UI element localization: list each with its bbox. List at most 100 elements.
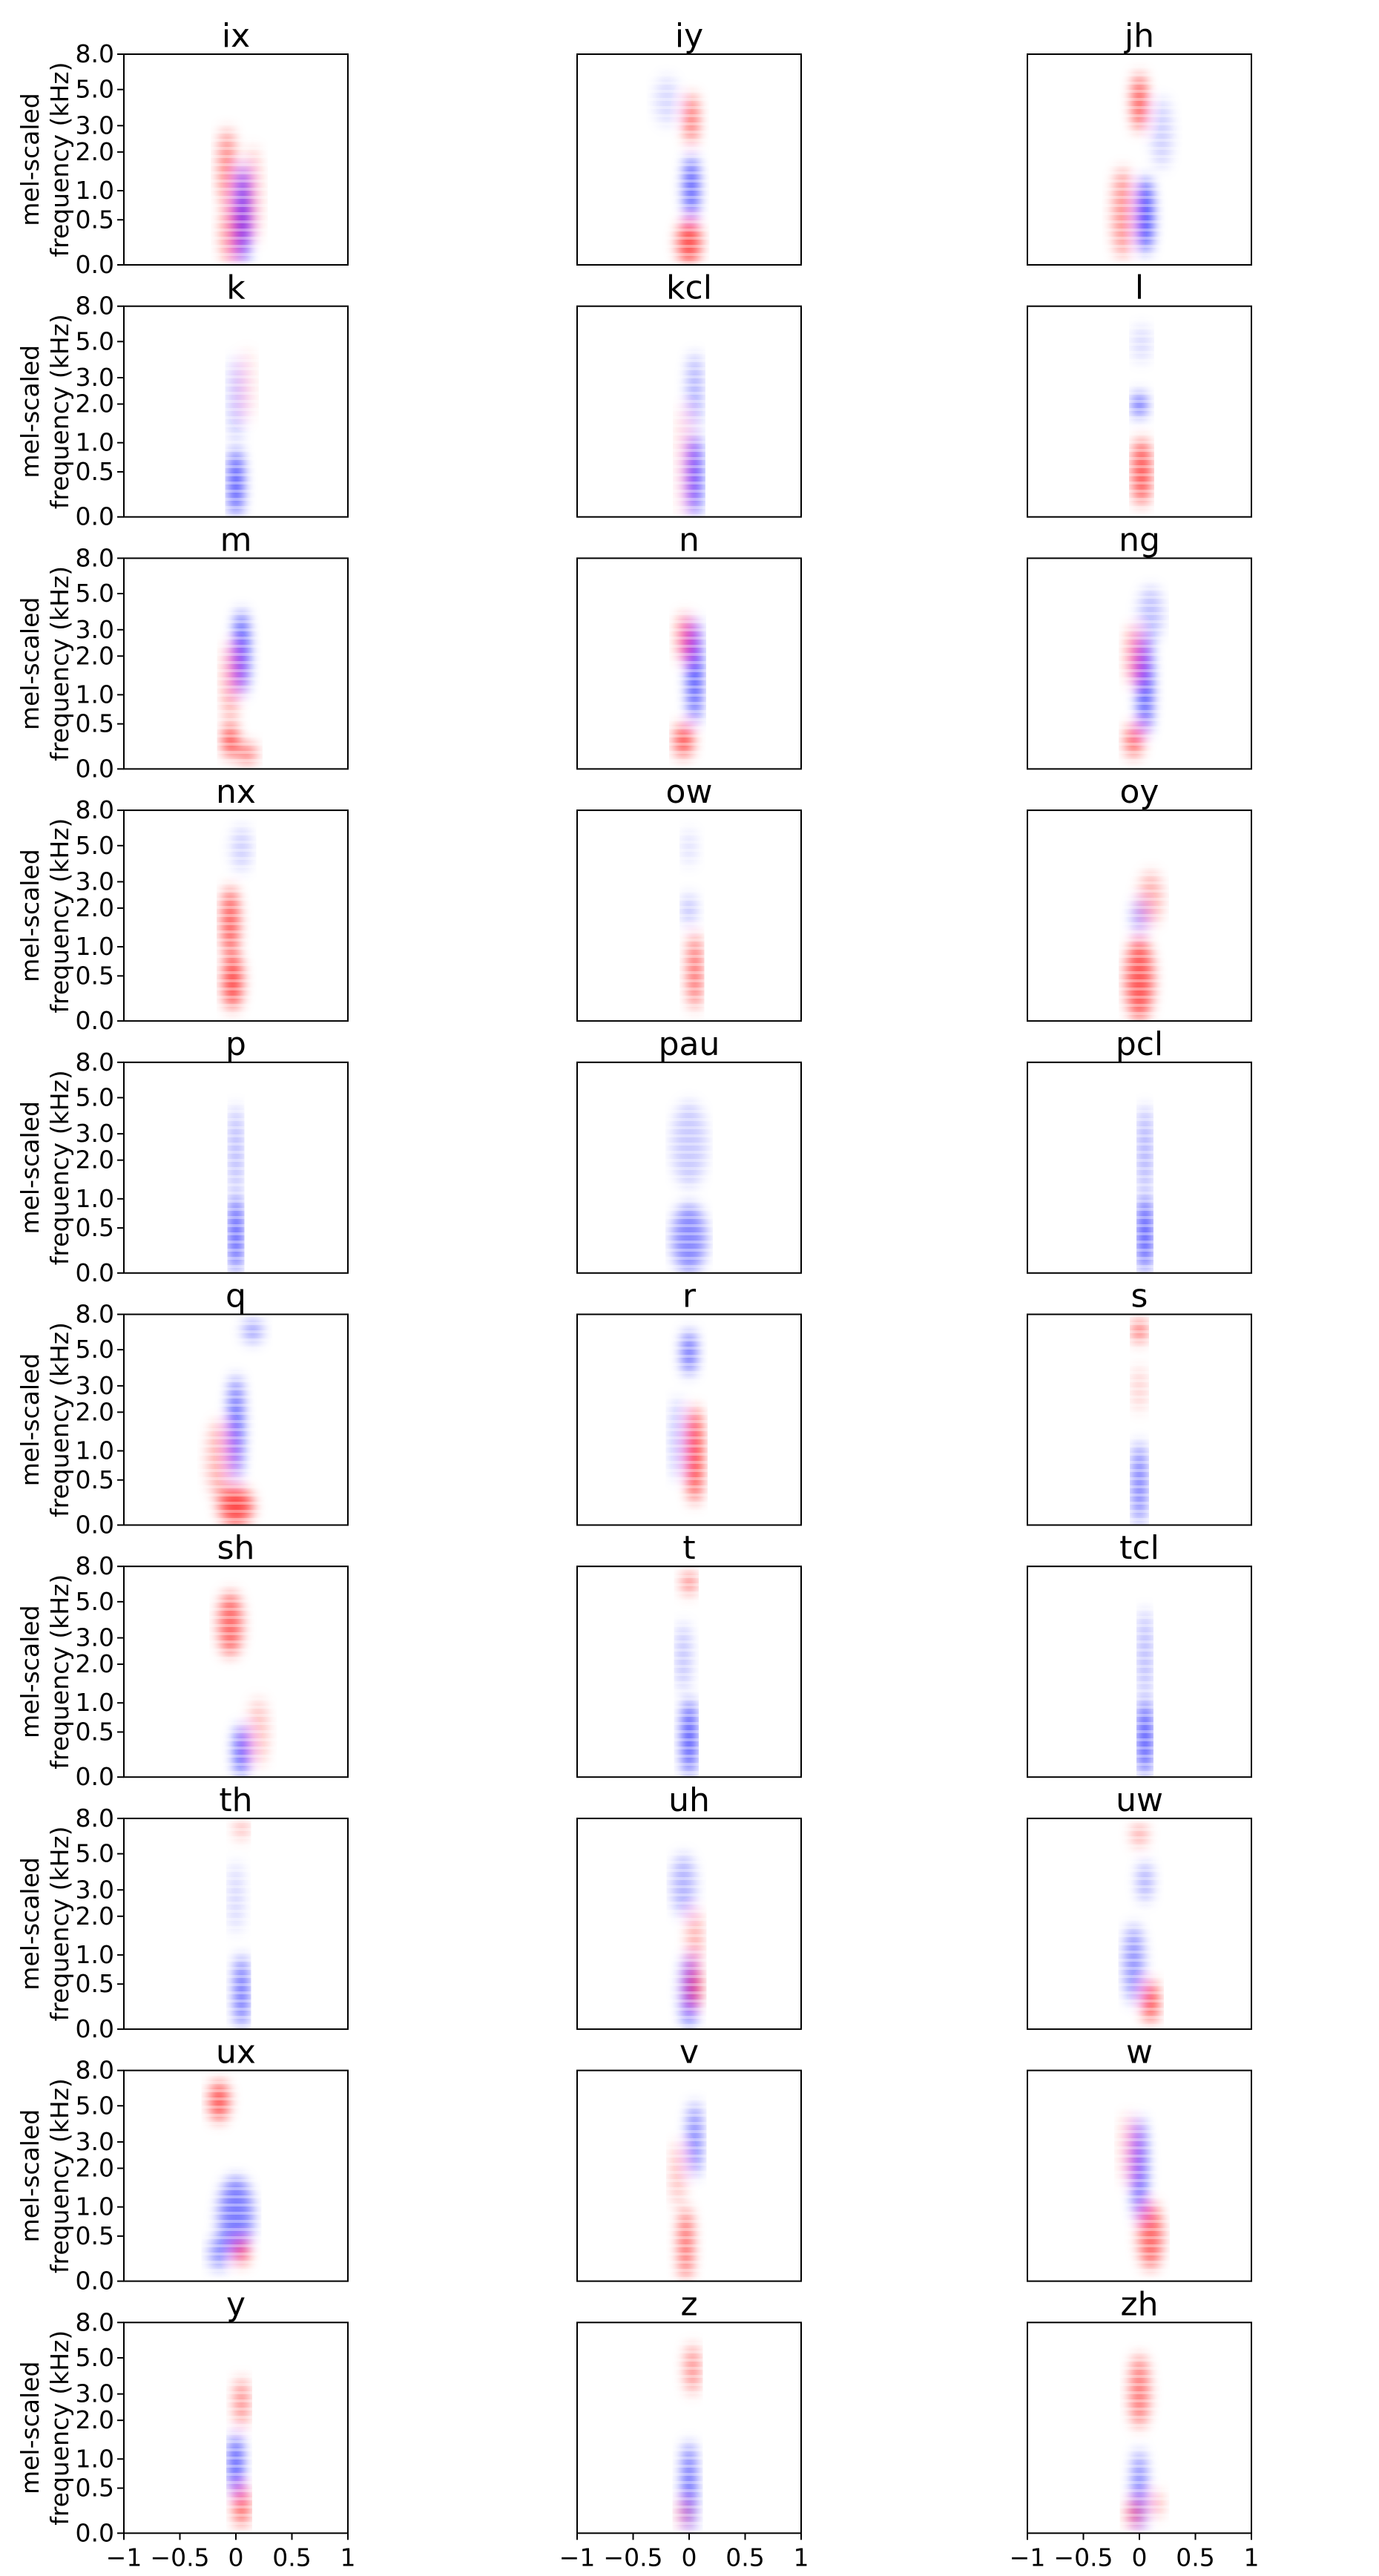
panel-title: oy [1120,773,1159,811]
y-tick-label: 3.0 [76,1371,114,1400]
panel-nx: nx0.00.51.02.03.05.08.0mel-scaledfrequen… [16,773,349,1035]
panel-w: w [1027,2034,1252,2282]
y-axis-label-line: frequency (kHz) [45,818,74,1013]
y-tick-label: 1.0 [76,1184,114,1213]
x-tick-label: 0 [682,2543,697,2572]
heatmap-texture [644,1062,746,1273]
y-axis-label: mel-scaledfrequency (kHz) [16,314,74,509]
panel-t: t [576,1529,802,1778]
y-axis-label-line: frequency (kHz) [45,1826,74,2021]
panel-m: m0.00.51.02.03.05.08.0mel-scaledfrequenc… [16,521,349,783]
panel-frame [123,305,349,518]
panels-layer: ix0.00.51.02.03.05.08.0mel-scaledfrequen… [16,17,1260,2576]
panel-title: ux [216,2034,256,2071]
y-tick-label: 1.0 [76,932,114,961]
panel-l: l [1027,269,1252,518]
panel-frame [123,1061,349,1274]
panel-frame [576,557,802,770]
panel-pau: pau [576,1025,802,1274]
panel-title: ow [666,773,713,811]
panel-title: kcl [666,269,712,307]
y-tick-label: 3.0 [76,2127,114,2156]
heatmap-texture [1094,1062,1196,1273]
heatmap-texture [644,1566,746,1778]
panel-title: k [226,269,246,307]
y-tick-label: 2.0 [76,893,114,922]
panel-frame [576,1313,802,1526]
y-tick-label: 5.0 [76,831,114,860]
x-tick-label: 0.5 [272,2543,311,2572]
heatmap-texture [644,306,746,517]
heatmap-texture [644,2070,746,2281]
panel-tcl: tcl [1027,1529,1252,1778]
panel-frame [1027,2069,1252,2282]
panel-title: uh [668,1781,710,1819]
y-tick-label: 1.0 [76,428,114,457]
y-tick-label: 3.0 [76,2379,114,2408]
y-axis-label-line: frequency (kHz) [45,566,74,761]
y-tick-label: 0.0 [76,2014,114,2043]
y-axis-label: mel-scaledfrequency (kHz) [16,818,74,1013]
y-tick-label: 0.0 [76,1511,114,1540]
heatmap-texture [1094,1566,1196,1778]
panel-title: y [226,2285,246,2323]
y-tick-label: 5.0 [76,579,114,608]
y-axis-label: mel-scaledfrequency (kHz) [16,2078,74,2273]
y-tick-label: 8.0 [76,543,114,572]
panel-title: nx [216,773,256,811]
y-axis-label: mel-scaledfrequency (kHz) [16,1070,74,1265]
y-tick-label: 8.0 [76,2056,114,2085]
x-tick-label: 1 [1244,2543,1260,2572]
panel-title: zh [1121,2285,1159,2323]
y-tick-label: 1.0 [76,1436,114,1465]
panel-ux: ux0.00.51.02.03.05.08.0mel-scaledfrequen… [16,2034,349,2296]
y-tick-label: 0.0 [76,1258,114,1287]
y-tick-label: 2.0 [76,1902,114,1931]
heatmap-texture [191,1566,292,1778]
y-tick-label: 8.0 [76,795,114,824]
heatmap-texture [1094,306,1196,517]
panel-frame [576,53,802,266]
y-tick-label: 5.0 [76,1587,114,1616]
panel-frame [123,557,349,770]
y-axis-label-line: mel-scaled [16,1605,45,1738]
panel-th: th0.00.51.02.03.05.08.0mel-scaledfrequen… [16,1781,349,2043]
panel-frame [1027,53,1252,266]
panel-zh: zh−1−0.500.51time (s) [1010,2285,1260,2576]
y-axis-label-line: frequency (kHz) [45,2330,74,2526]
heatmap-texture [1094,54,1196,265]
y-axis-label-line: mel-scaled [16,1857,45,1991]
y-axis-label: mel-scaledfrequency (kHz) [16,1322,74,1517]
y-axis-label: mel-scaledfrequency (kHz) [16,566,74,761]
x-tick-label: −1 [1010,2543,1046,2572]
y-tick-label: 2.0 [76,2153,114,2182]
heatmap-texture [644,2322,746,2534]
panel-iy: iy [576,17,802,266]
heatmap-texture [1094,2322,1196,2534]
heatmap-texture [191,810,292,1022]
x-tick-label: 0 [228,2543,244,2572]
y-tick-label: 0.0 [76,502,114,531]
x-tick-label: 0.5 [1176,2543,1214,2572]
panel-title: l [1135,269,1144,307]
y-tick-label: 1.0 [76,2192,114,2221]
x-tick-label: 0 [1132,2543,1148,2572]
y-axis-label-line: frequency (kHz) [45,314,74,509]
panel-title: uw [1116,1781,1163,1819]
heatmap-texture [191,54,292,265]
y-tick-label: 0.5 [76,457,114,486]
panel-frame [1027,809,1252,1022]
panel-ow: ow [576,773,802,1022]
panel-frame [1027,1817,1252,2030]
heatmap-texture [1094,1818,1196,2029]
panel-title: w [1126,2034,1153,2071]
x-tick-label: −0.5 [603,2543,662,2572]
panel-v: v [576,2034,802,2282]
y-tick-label: 8.0 [76,2307,114,2336]
y-tick-label: 5.0 [76,1839,114,1868]
heatmap-texture [1094,1314,1196,1525]
y-tick-label: 0.5 [76,1969,114,1998]
y-axis-label-line: mel-scaled [16,345,45,479]
panel-frame [123,1313,349,1526]
y-tick-label: 0.5 [76,2221,114,2250]
